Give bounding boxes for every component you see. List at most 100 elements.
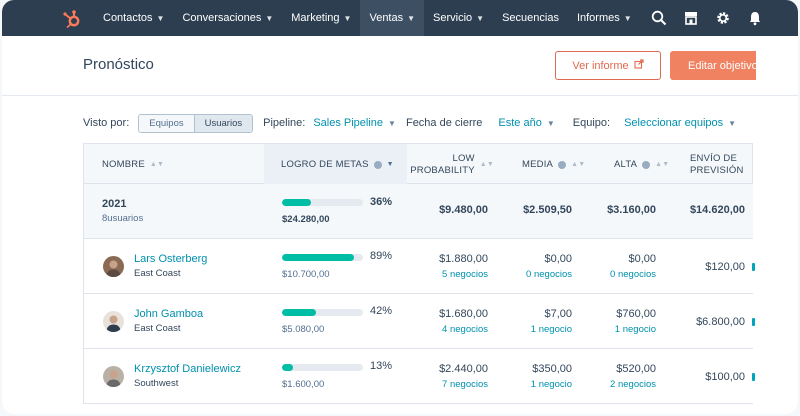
- edit-goals-label: Editar objetivos: [688, 59, 756, 72]
- column-header-name-label: NOMBRE: [102, 159, 145, 170]
- filter-bar: Visto por: Equipos Usuarios Pipeline: Sa…: [83, 113, 736, 133]
- marketplace-icon[interactable]: [682, 9, 700, 27]
- nav-item-ventas[interactable]: Ventas ▼: [360, 0, 425, 36]
- nav-utility-icons: [650, 0, 764, 36]
- total-name: 2021: [102, 198, 127, 210]
- media-value: $350,00: [532, 363, 572, 375]
- goal-progress-fill: [282, 254, 355, 261]
- view-by-option-teams[interactable]: Equipos: [139, 114, 194, 132]
- pipeline-value: Sales Pipeline: [313, 117, 384, 129]
- info-icon[interactable]: [373, 160, 382, 169]
- goal-progress-bar: [282, 254, 363, 261]
- low-probability-deals-link[interactable]: 7 negocios: [442, 379, 488, 390]
- page-header: Pronóstico Ver informe Editar objetivos: [2, 36, 798, 96]
- goal-progress-bar: [282, 364, 363, 371]
- team-dropdown[interactable]: Seleccionar equipos ▼: [624, 117, 736, 129]
- forecast-value: $120,00: [705, 261, 745, 273]
- column-header-low-line1: LOW: [452, 152, 475, 164]
- nav-item-informes[interactable]: Informes ▼: [568, 0, 641, 36]
- chevron-down-icon: ▼: [265, 13, 274, 23]
- sort-icon: ▲▼: [655, 161, 670, 168]
- info-icon[interactable]: [642, 160, 651, 169]
- alta-deals-link[interactable]: 2 negocios: [610, 379, 656, 390]
- forecast-edit-indicator[interactable]: [752, 318, 755, 326]
- column-header-alta-label: ALTA: [614, 159, 638, 170]
- close-date-label: Fecha de cierre: [405, 117, 483, 129]
- column-header-forecast-line1: ENVÍO DE: [690, 152, 737, 164]
- column-header-media-label: MEDIA: [522, 159, 554, 170]
- nav-item-label: Informes: [576, 12, 620, 24]
- low-probability-value: $1.880,00: [439, 253, 488, 265]
- user-name-link[interactable]: John Gamboa: [134, 308, 204, 320]
- column-header-goal[interactable]: LOGRO DE METAS ▼: [264, 144, 407, 185]
- column-header-forecast-line2: PREVISIÓN: [690, 164, 744, 176]
- nav-item-label: Contactos: [103, 12, 153, 24]
- media-deals-link[interactable]: 0 negocios: [526, 269, 572, 280]
- view-by-option-users[interactable]: Usuarios: [193, 114, 253, 132]
- chevron-down-icon: ▼: [728, 118, 737, 128]
- goal-amount: $24.280,00: [282, 214, 330, 225]
- edit-goals-button[interactable]: Editar objetivos: [670, 51, 756, 80]
- goal-progress-fill: [282, 199, 312, 206]
- column-header-media[interactable]: MEDIA ▲▼: [522, 144, 585, 185]
- nav-item-secuencias[interactable]: Secuencias: [493, 0, 568, 36]
- chevron-down-icon: ▼: [546, 118, 555, 128]
- alta-deals-link[interactable]: 0 negocios: [610, 269, 656, 280]
- forecast-value: $6.800,00: [696, 316, 745, 328]
- media-value: $2.509,50: [523, 204, 572, 216]
- user-name-link[interactable]: Lars Osterberg: [134, 253, 208, 265]
- nav-item-servicio[interactable]: Servicio ▼: [424, 0, 493, 36]
- column-header-low-probability[interactable]: LOW PROBABILITY ▲▼: [410, 144, 494, 185]
- alta-value: $520,00: [616, 363, 656, 375]
- chevron-down-icon: ▼: [623, 13, 632, 23]
- media-deals-link[interactable]: 1 negocio: [530, 324, 572, 335]
- user-region: East Coast: [134, 268, 181, 279]
- hubspot-logo-icon[interactable]: [62, 9, 82, 29]
- avatar[interactable]: [103, 311, 124, 332]
- info-icon[interactable]: [558, 160, 567, 169]
- avatar[interactable]: [103, 256, 124, 277]
- sort-icon: ▲▼: [149, 161, 165, 168]
- goal-percent: 36%: [370, 196, 393, 208]
- nav-item-contactos[interactable]: Contactos ▼: [94, 0, 173, 36]
- low-probability-deals-link[interactable]: 4 negocios: [442, 324, 488, 335]
- table-row: Krzysztof Danielewicz Southwest 13% $1.6…: [83, 349, 755, 404]
- view-report-label: Ver informe: [572, 59, 629, 72]
- media-value: $0,00: [544, 253, 572, 265]
- view-report-button[interactable]: Ver informe: [555, 51, 661, 80]
- nav-item-conversaciones[interactable]: Conversaciones ▼: [173, 0, 282, 36]
- notifications-icon[interactable]: [746, 9, 764, 27]
- chevron-down-icon: ▼: [388, 118, 396, 128]
- avatar[interactable]: [103, 366, 124, 387]
- user-rows: Lars Osterberg East Coast 89% $10.700,00…: [83, 239, 755, 404]
- low-probability-deals-link[interactable]: 5 negocios: [442, 269, 488, 280]
- settings-icon[interactable]: [714, 9, 732, 27]
- column-header-alta[interactable]: ALTA ▲▼: [614, 144, 669, 185]
- team-value: Seleccionar equipos: [624, 117, 724, 129]
- close-date-dropdown[interactable]: Este año ▼: [498, 117, 554, 129]
- nav-item-marketing[interactable]: Marketing ▼: [282, 0, 360, 36]
- user-name-link[interactable]: Krzysztof Danielewicz: [134, 363, 241, 375]
- user-region: Southwest: [134, 378, 179, 389]
- table-row: John Gamboa East Coast 42% $5.080,00 $1.…: [83, 294, 755, 349]
- column-header-goal-label: LOGRO DE METAS: [281, 159, 369, 170]
- sort-icon: ▲▼: [479, 160, 494, 168]
- alta-deals-link[interactable]: 1 negocio: [614, 324, 656, 335]
- forecast-table: NOMBRE ▲▼ LOGRO DE METAS ▼ LOW PROBABILI…: [83, 143, 755, 404]
- team-label: Equipo:: [572, 117, 611, 129]
- search-icon[interactable]: [650, 9, 668, 27]
- goal-progress-fill: [282, 309, 317, 316]
- main-menu: Contactos ▼ Conversaciones ▼ Marketing ▼ Venta…: [94, 0, 641, 36]
- forecast-edit-indicator[interactable]: [752, 373, 755, 381]
- table-row-total: 2021 8usuarios 36% $24.280,00 $9.480,00 …: [83, 184, 753, 239]
- column-header-name[interactable]: NOMBRE ▲▼: [102, 144, 164, 185]
- pipeline-dropdown[interactable]: Sales Pipeline ▼: [313, 117, 396, 129]
- external-link-icon: [634, 59, 644, 72]
- column-header-forecast[interactable]: ENVÍO DE PREVISIÓN: [690, 144, 744, 185]
- nav-item-label: Ventas: [369, 12, 404, 24]
- forecast-edit-indicator[interactable]: [752, 263, 755, 271]
- column-header-low-line2: PROBABILITY: [410, 164, 475, 176]
- goal-percent: 13%: [370, 360, 393, 372]
- media-deals-link[interactable]: 1 negocio: [530, 379, 572, 390]
- goal-progress-bar: [282, 309, 363, 316]
